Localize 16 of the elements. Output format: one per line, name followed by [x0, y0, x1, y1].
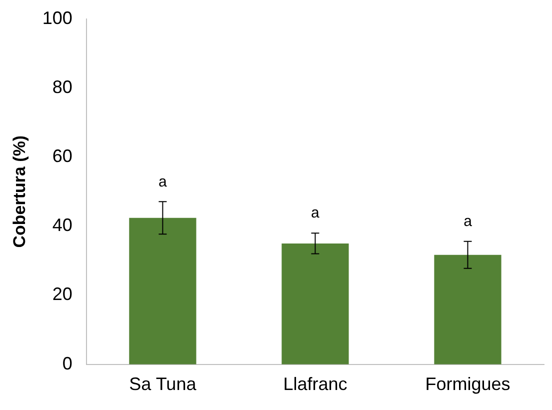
y-tick-label: 40 — [52, 215, 72, 236]
y-tick-label: 60 — [52, 146, 72, 166]
y-tick-label: 20 — [52, 284, 72, 304]
x-tick-label: Sa Tuna — [129, 374, 198, 394]
bar — [282, 243, 349, 364]
bar — [129, 218, 196, 364]
y-axis-title: Cobertura (%) — [10, 135, 29, 248]
x-tick-label: Formigues — [425, 374, 510, 394]
y-tick-label: 100 — [42, 8, 72, 28]
annotation: a — [158, 173, 168, 190]
annotation: a — [311, 204, 320, 222]
y-tick-label: 80 — [52, 76, 72, 97]
bar — [434, 254, 502, 364]
annotation: a — [464, 213, 473, 230]
x-tick-label: Llafranc — [283, 374, 348, 394]
y-tick-label: 0 — [62, 353, 72, 374]
